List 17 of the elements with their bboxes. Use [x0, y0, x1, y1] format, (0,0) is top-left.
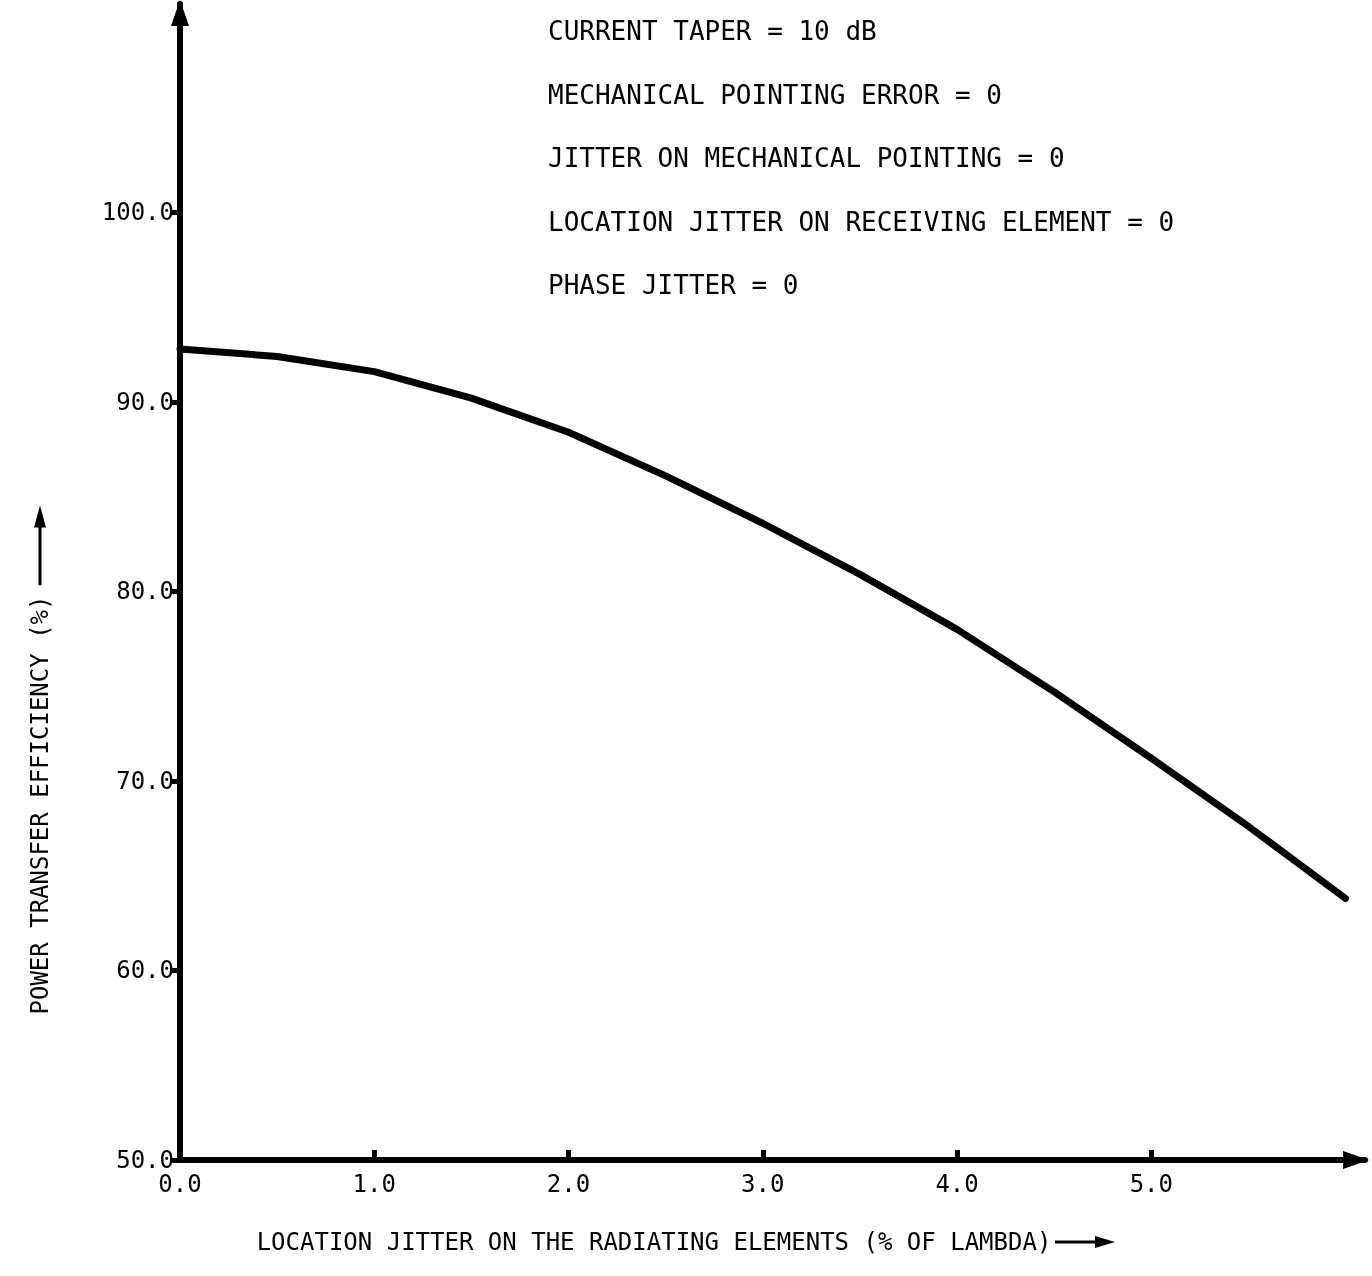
y-tick-label: 90.0 [116, 387, 174, 416]
x-tick-label: 4.0 [935, 1170, 979, 1198]
annotation: PHASE JITTER = 0 [548, 270, 799, 300]
y-tick-label: 80.0 [116, 577, 174, 606]
y-tick-label: 60.0 [116, 956, 174, 985]
x-tick-label: 2.0 [546, 1170, 591, 1198]
annotation: MECHANICAL POINTING ERROR = 0 [548, 79, 1002, 110]
annotation: JITTER ON MECHANICAL POINTING = 0 [548, 143, 1065, 173]
x-tick-label: 3.0 [741, 1170, 785, 1198]
x-tick-label: 5.0 [1129, 1170, 1173, 1198]
y-axis-title: POWER TRANSFER EFFICIENCY (%) [26, 595, 54, 1015]
x-axis-title: LOCATION JITTER ON THE RADIATING ELEMENTS (% OF LAMBDA) [256, 1228, 1052, 1256]
y-tick-label: 100.0 [101, 198, 174, 227]
x-tick-label: 1.0 [352, 1170, 396, 1198]
annotation: CURRENT TAPER = 10 dB [548, 16, 877, 46]
y-tick-label: 70.0 [116, 766, 174, 795]
annotation: LOCATION JITTER ON RECEIVING ELEMENT = 0 [548, 206, 1175, 237]
